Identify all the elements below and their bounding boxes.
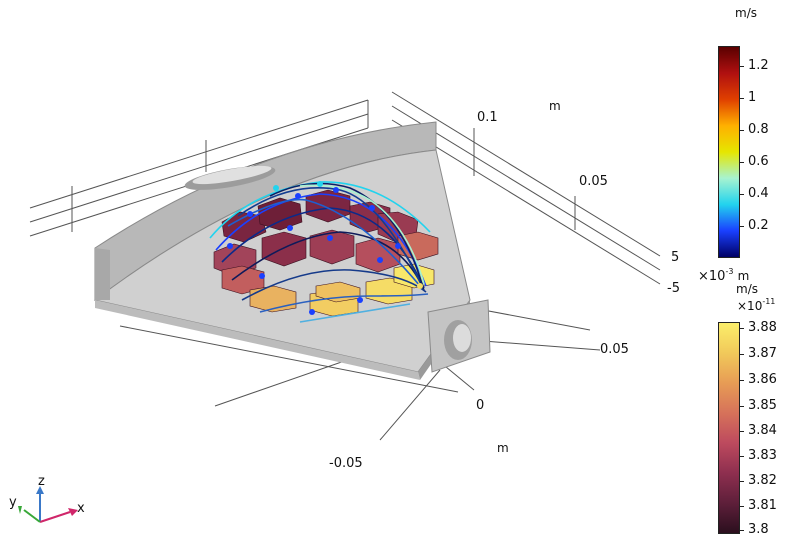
colorbar-tick-label: 3.87 — [748, 346, 777, 361]
tick-x-0.05: 0.05 — [600, 342, 629, 357]
triad-x-label: x — [77, 501, 85, 516]
colorbar-tick-mark — [739, 406, 744, 407]
colorbar-secondary — [718, 322, 740, 534]
colorbar-tick-mark — [739, 481, 744, 482]
colorbar-tick-mark — [739, 328, 744, 329]
axis-triad — [18, 486, 78, 523]
colorbar-tick-mark — [739, 431, 744, 432]
colorbar-secondary-scale-base: ×10 — [737, 299, 763, 313]
colorbar-tick-label: 1 — [748, 90, 757, 105]
colorbar-tick-label: 3.86 — [748, 372, 777, 387]
colorbar-velocity-unit: m/s — [735, 6, 757, 20]
colorbar-tick-mark — [739, 130, 744, 131]
tick-x-neg0.05: -0.05 — [329, 456, 363, 471]
colorbar-tick-label: 3.88 — [748, 320, 777, 335]
tick-x-0: 0 — [476, 398, 485, 413]
colorbar-tick-label: 3.8 — [748, 522, 769, 537]
colorbar-tick-mark — [739, 506, 744, 507]
colorbar-secondary-unit: m/s — [736, 282, 758, 296]
colorbar-tick-label: 3.82 — [748, 473, 777, 488]
colorbar-tick-label: 3.81 — [748, 498, 777, 513]
colorbar-secondary-scale-exp: -11 — [762, 297, 776, 306]
colorbar-tick-mark — [739, 380, 744, 381]
tick-z-neg5: -5 — [667, 281, 680, 296]
z-scale-exp: -3 — [725, 267, 734, 276]
colorbar-secondary-scale: ×10-11 — [737, 297, 776, 313]
axis-unit-top: m — [549, 99, 561, 113]
colorbar-tick-label: 3.83 — [748, 448, 777, 463]
colorbar-tick-mark — [739, 456, 744, 457]
tick-z-5: 5 — [671, 250, 680, 265]
colorbar-velocity — [718, 46, 740, 258]
z-scale-label: ×10-3 m — [698, 267, 750, 284]
tick-y-0.1: 0.1 — [477, 110, 498, 125]
colorbar-tick-label: 0.8 — [748, 122, 769, 137]
colorbar-tick-mark — [739, 226, 744, 227]
z-scale-base: ×10 — [698, 269, 726, 284]
axis-unit-bottom: m — [497, 441, 509, 455]
colorbar-tick-mark — [739, 98, 744, 99]
colorbar-tick-mark — [739, 194, 744, 195]
colorbar-tick-mark — [739, 66, 744, 67]
colorbar-tick-label: 0.4 — [748, 186, 769, 201]
colorbar-tick-label: 0.6 — [748, 154, 769, 169]
velocity-streamlines — [209, 181, 431, 323]
colorbar-tick-mark — [739, 530, 744, 531]
triad-y-label: y — [9, 495, 17, 510]
colorbar-tick-label: 3.85 — [748, 398, 777, 413]
colorbar-tick-label: 3.84 — [748, 423, 777, 438]
colorbar-tick-label: 1.2 — [748, 58, 769, 73]
tick-y-0.05: 0.05 — [579, 174, 608, 189]
triad-z-label: z — [38, 474, 45, 489]
streamline-arrows — [227, 181, 423, 315]
z-unit: m — [737, 269, 750, 283]
colorbar-tick-label: 0.2 — [748, 218, 769, 233]
colorbar-tick-mark — [739, 354, 744, 355]
colorbar-tick-mark — [739, 162, 744, 163]
